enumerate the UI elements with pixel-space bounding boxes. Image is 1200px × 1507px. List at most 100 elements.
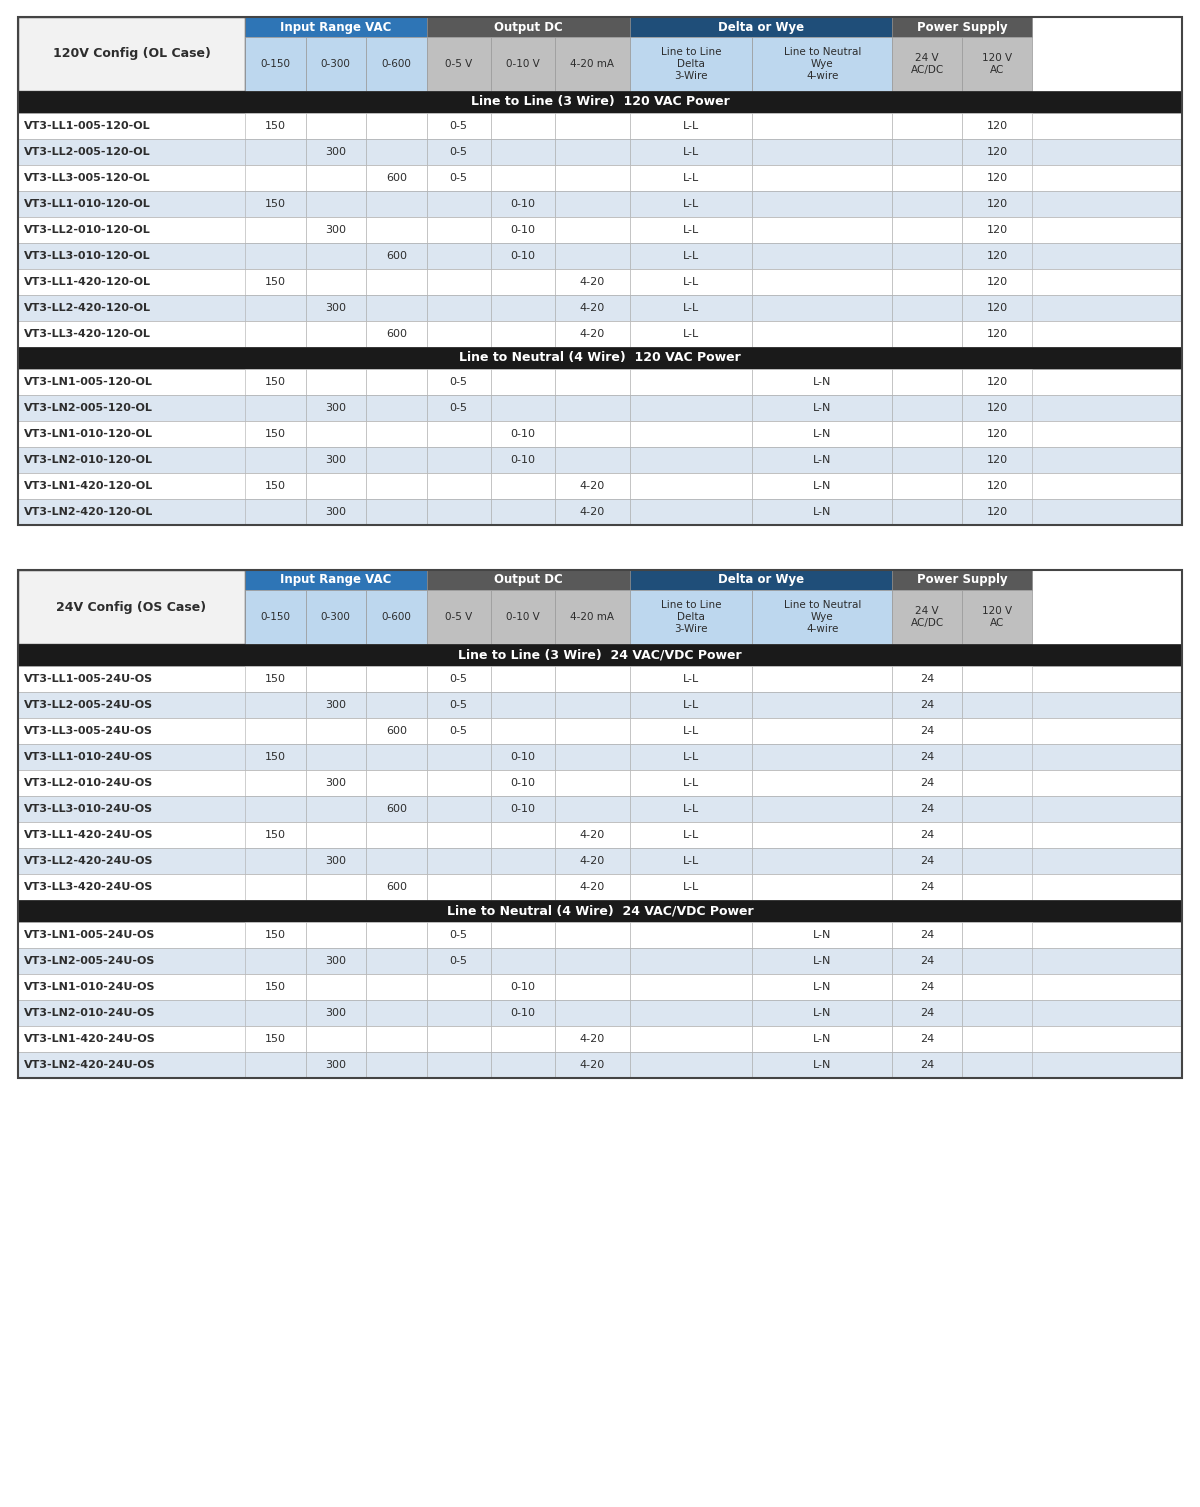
Bar xyxy=(962,770,1032,796)
Bar xyxy=(630,1052,752,1078)
Bar xyxy=(752,113,892,139)
Text: 4-20: 4-20 xyxy=(580,506,605,517)
Text: 120: 120 xyxy=(986,329,1008,339)
Bar xyxy=(245,473,306,499)
Text: VT3-LL2-010-120-OL: VT3-LL2-010-120-OL xyxy=(24,225,151,235)
Bar xyxy=(554,420,630,448)
Bar xyxy=(554,113,630,139)
Bar xyxy=(892,420,962,448)
Text: L-L: L-L xyxy=(683,726,700,735)
Text: L-N: L-N xyxy=(814,455,832,466)
Bar xyxy=(554,666,630,692)
Bar xyxy=(491,591,554,643)
Text: VT3-LL1-420-120-OL: VT3-LL1-420-120-OL xyxy=(24,277,151,286)
Bar xyxy=(892,473,962,499)
Bar xyxy=(630,420,752,448)
Text: L-L: L-L xyxy=(683,329,700,339)
Bar xyxy=(491,473,554,499)
Text: VT3-LL1-420-24U-OS: VT3-LL1-420-24U-OS xyxy=(24,830,154,839)
Text: 0-150: 0-150 xyxy=(260,59,290,69)
Bar xyxy=(18,666,1182,692)
Bar xyxy=(366,744,426,770)
Bar xyxy=(306,874,366,900)
Bar xyxy=(752,874,892,900)
Text: 150: 150 xyxy=(265,983,286,992)
Text: L-N: L-N xyxy=(814,955,832,966)
Bar xyxy=(630,821,752,848)
Bar xyxy=(630,139,752,164)
Bar xyxy=(366,270,426,295)
Text: 0-600: 0-600 xyxy=(382,612,412,622)
Bar xyxy=(962,717,1032,744)
Text: L-N: L-N xyxy=(814,1059,832,1070)
Bar xyxy=(366,948,426,974)
Bar xyxy=(18,321,1182,347)
Bar xyxy=(245,770,306,796)
Bar xyxy=(306,369,366,395)
Bar xyxy=(962,1052,1032,1078)
Bar xyxy=(962,217,1032,243)
Text: 120: 120 xyxy=(986,377,1008,387)
Bar xyxy=(752,796,892,821)
Bar xyxy=(18,420,1182,448)
Bar xyxy=(366,591,426,643)
Bar xyxy=(426,692,491,717)
Bar xyxy=(630,570,892,591)
Text: VT3-LN1-010-120-OL: VT3-LN1-010-120-OL xyxy=(24,429,154,439)
Bar xyxy=(306,38,366,90)
Text: Power Supply: Power Supply xyxy=(917,21,1007,33)
Bar xyxy=(554,295,630,321)
Bar xyxy=(18,448,1182,473)
Bar xyxy=(491,139,554,164)
Bar xyxy=(426,113,491,139)
Bar xyxy=(752,591,892,643)
Text: 24V Config (OS Case): 24V Config (OS Case) xyxy=(56,600,206,613)
Text: 0-10 V: 0-10 V xyxy=(505,612,540,622)
Text: VT3-LN2-005-24U-OS: VT3-LN2-005-24U-OS xyxy=(24,955,155,966)
Text: 0-300: 0-300 xyxy=(320,59,350,69)
Text: 0-300: 0-300 xyxy=(320,612,350,622)
Bar xyxy=(18,113,1182,139)
Text: 300: 300 xyxy=(325,148,347,157)
Bar xyxy=(892,692,962,717)
Bar xyxy=(962,974,1032,1001)
Bar xyxy=(962,164,1032,191)
Bar xyxy=(752,448,892,473)
Bar xyxy=(630,874,752,900)
Bar xyxy=(962,295,1032,321)
Bar xyxy=(245,1001,306,1026)
Bar xyxy=(554,948,630,974)
Bar xyxy=(752,217,892,243)
Bar xyxy=(306,295,366,321)
Bar xyxy=(892,666,962,692)
Bar xyxy=(491,448,554,473)
Bar xyxy=(554,243,630,270)
Text: 4-20: 4-20 xyxy=(580,856,605,867)
Bar xyxy=(306,270,366,295)
Bar xyxy=(306,796,366,821)
Text: 120 V
AC: 120 V AC xyxy=(982,606,1012,628)
Bar xyxy=(554,1026,630,1052)
Text: 300: 300 xyxy=(325,455,347,466)
Bar xyxy=(962,473,1032,499)
Bar xyxy=(491,164,554,191)
Bar xyxy=(426,17,630,38)
Bar xyxy=(554,591,630,643)
Bar xyxy=(426,570,630,591)
Bar xyxy=(554,1052,630,1078)
Text: 0-10: 0-10 xyxy=(510,429,535,439)
Text: 0-5 V: 0-5 V xyxy=(445,59,472,69)
Bar xyxy=(245,717,306,744)
Bar xyxy=(306,821,366,848)
Bar xyxy=(630,974,752,1001)
Bar xyxy=(491,499,554,524)
Bar xyxy=(245,874,306,900)
Text: 0-5: 0-5 xyxy=(450,148,468,157)
Text: VT3-LL3-005-24U-OS: VT3-LL3-005-24U-OS xyxy=(24,726,154,735)
Text: 0-10 V: 0-10 V xyxy=(505,59,540,69)
Bar xyxy=(18,848,1182,874)
Bar xyxy=(491,821,554,848)
Bar xyxy=(962,922,1032,948)
Text: 300: 300 xyxy=(325,506,347,517)
Bar xyxy=(962,796,1032,821)
